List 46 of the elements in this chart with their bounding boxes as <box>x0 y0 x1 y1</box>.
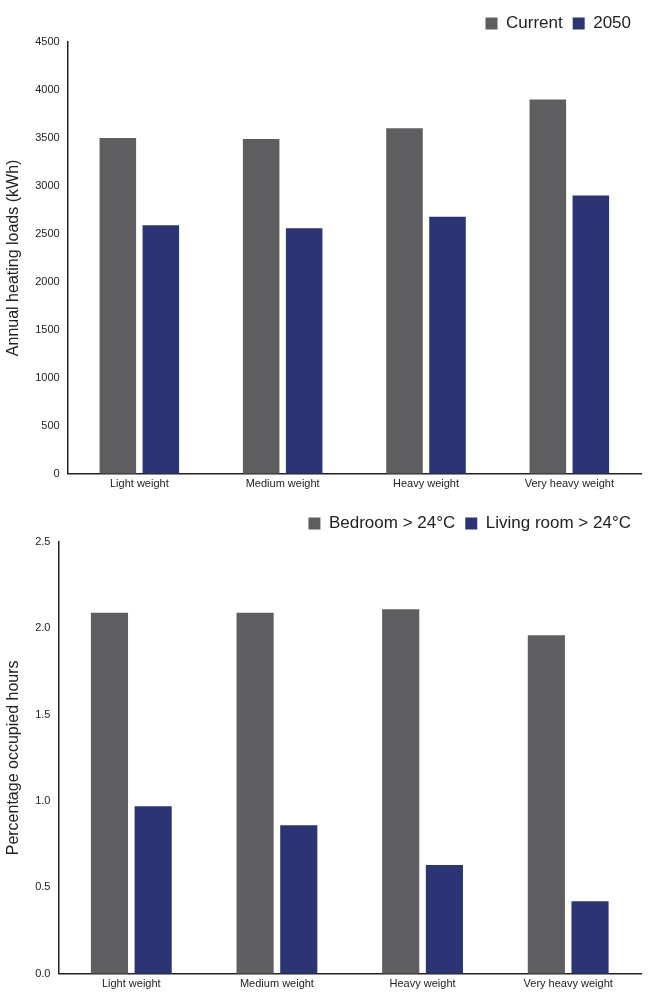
y-tick-label: 2.0 <box>35 621 51 634</box>
bar <box>429 216 466 474</box>
y-tick-label: 2500 <box>35 226 60 239</box>
y-tick-label: 2.5 <box>35 535 51 548</box>
x-tick-label: Very heavy weight <box>524 477 614 490</box>
y-tick-label: 500 <box>41 418 60 431</box>
bar <box>425 864 463 974</box>
bar <box>242 138 280 474</box>
bar <box>529 99 567 474</box>
x-tick-label: Very heavy weight <box>523 977 613 990</box>
y-tick-label: 3500 <box>35 130 60 143</box>
legend-label: Living room > 24°C <box>485 513 631 533</box>
x-tick-label: Light weight <box>109 477 169 490</box>
y-tick-label: 0.0 <box>35 966 51 979</box>
y-tick-label: 1000 <box>35 370 60 383</box>
y-tick-label: 3000 <box>35 178 60 191</box>
legend-label: Current <box>506 13 563 33</box>
bar <box>236 612 274 974</box>
bar <box>572 195 610 474</box>
x-tick-label: Light weight <box>101 977 161 990</box>
x-tick-label: Heavy weight <box>389 977 456 990</box>
bar <box>285 228 323 474</box>
x-tick-label: Heavy weight <box>392 477 460 490</box>
y-axis-title: Percentage occupied hours <box>4 660 22 856</box>
y-tick-label: 1.0 <box>35 794 51 807</box>
bar <box>134 806 172 974</box>
y-tick-label: 1500 <box>35 322 60 335</box>
y-tick-label: 1.5 <box>35 707 51 720</box>
x-tick-label: Medium weight <box>245 477 320 490</box>
bar <box>142 225 180 474</box>
bar <box>386 128 423 474</box>
y-tick-label: 0 <box>53 466 60 479</box>
y-tick-label: 4500 <box>35 35 60 48</box>
y-tick-label: 2000 <box>35 274 60 287</box>
y-tick-label: 0.5 <box>35 880 51 893</box>
x-tick-label: Medium weight <box>239 977 314 990</box>
bar <box>382 609 420 974</box>
y-tick-label: 4000 <box>35 83 60 96</box>
bar <box>571 901 609 974</box>
legend-label: Bedroom > 24°C <box>328 513 456 533</box>
bar <box>280 825 318 974</box>
bar <box>90 612 129 974</box>
legend-label: 2050 <box>593 13 632 33</box>
y-axis-title: Annual heating loads (kWh) <box>4 159 22 357</box>
bar <box>527 635 565 974</box>
bar <box>99 137 137 474</box>
